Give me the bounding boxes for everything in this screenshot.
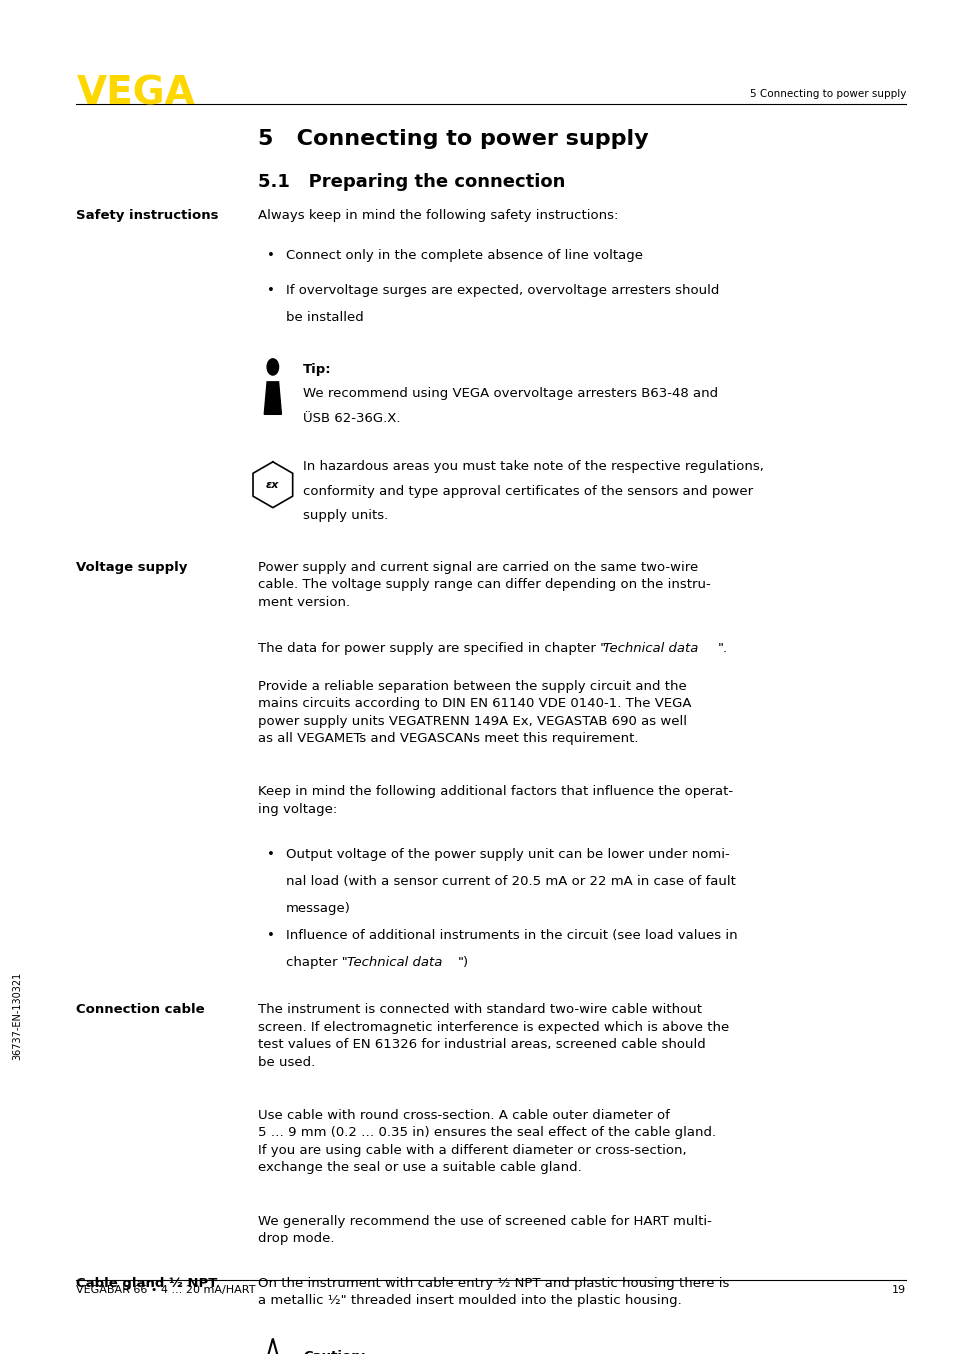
- Text: If overvoltage surges are expected, overvoltage arresters should: If overvoltage surges are expected, over…: [286, 284, 719, 298]
- Text: 36737-EN-130321: 36737-EN-130321: [12, 971, 22, 1060]
- Text: •: •: [267, 249, 274, 263]
- Text: Output voltage of the power supply unit can be lower under nomi-: Output voltage of the power supply unit …: [286, 848, 729, 861]
- Text: be installed: be installed: [286, 311, 363, 325]
- Text: Power supply and current signal are carried on the same two-wire
cable. The volt: Power supply and current signal are carr…: [257, 561, 710, 608]
- Text: •: •: [267, 848, 274, 861]
- Text: ".: ".: [717, 642, 727, 655]
- Text: Technical data: Technical data: [347, 956, 442, 969]
- Text: "): "): [457, 956, 469, 969]
- Text: chapter ": chapter ": [286, 956, 348, 969]
- Text: Provide a reliable separation between the supply circuit and the
mains circuits : Provide a reliable separation between th…: [257, 680, 690, 745]
- Text: The instrument is connected with standard two-wire cable without
screen. If elec: The instrument is connected with standar…: [257, 1003, 728, 1068]
- Text: We recommend using VEGA overvoltage arresters B63-48 and: We recommend using VEGA overvoltage arre…: [303, 387, 718, 401]
- Text: Tip:: Tip:: [303, 363, 332, 376]
- Circle shape: [267, 359, 278, 375]
- Text: εx: εx: [266, 479, 279, 490]
- Text: Keep in mind the following additional factors that influence the operat-
ing vol: Keep in mind the following additional fa…: [257, 785, 732, 816]
- Text: Technical data: Technical data: [602, 642, 698, 655]
- Text: 5.1   Preparing the connection: 5.1 Preparing the connection: [257, 173, 564, 191]
- Text: The data for power supply are specified in chapter ": The data for power supply are specified …: [257, 642, 605, 655]
- Text: Influence of additional instruments in the circuit (see load values in: Influence of additional instruments in t…: [286, 929, 737, 942]
- Text: nal load (with a sensor current of 20.5 mA or 22 mA in case of fault: nal load (with a sensor current of 20.5 …: [286, 875, 736, 888]
- Text: We generally recommend the use of screened cable for HART multi-
drop mode.: We generally recommend the use of screen…: [257, 1215, 711, 1246]
- Text: Safety instructions: Safety instructions: [76, 209, 218, 222]
- Text: In hazardous areas you must take note of the respective regulations,: In hazardous areas you must take note of…: [303, 460, 763, 474]
- Text: Connect only in the complete absence of line voltage: Connect only in the complete absence of …: [286, 249, 642, 263]
- Text: On the instrument with cable entry ½ NPT and plastic housing there is
a metallic: On the instrument with cable entry ½ NPT…: [257, 1277, 728, 1308]
- Text: Cable gland ½ NPT: Cable gland ½ NPT: [76, 1277, 217, 1290]
- Text: VEGABAR 66 • 4 ... 20 mA/HART: VEGABAR 66 • 4 ... 20 mA/HART: [76, 1285, 255, 1294]
- Polygon shape: [264, 382, 281, 414]
- Text: Use cable with round cross-section. A cable outer diameter of
5 … 9 mm (0.2 … 0.: Use cable with round cross-section. A ca…: [257, 1109, 715, 1174]
- Text: Connection cable: Connection cable: [76, 1003, 205, 1017]
- Text: ÜSB 62-36G.X.: ÜSB 62-36G.X.: [303, 412, 400, 425]
- Text: Voltage supply: Voltage supply: [76, 561, 188, 574]
- Text: Always keep in mind the following safety instructions:: Always keep in mind the following safety…: [257, 209, 618, 222]
- Text: supply units.: supply units.: [303, 509, 388, 523]
- Text: 19: 19: [891, 1285, 905, 1294]
- Text: 5 Connecting to power supply: 5 Connecting to power supply: [749, 89, 905, 99]
- Text: •: •: [267, 929, 274, 942]
- Text: message): message): [286, 902, 351, 915]
- Text: VEGA: VEGA: [76, 74, 194, 112]
- Text: •: •: [267, 284, 274, 298]
- Text: conformity and type approval certificates of the sensors and power: conformity and type approval certificate…: [303, 485, 753, 498]
- Text: Caution:: Caution:: [303, 1350, 366, 1354]
- Text: 5   Connecting to power supply: 5 Connecting to power supply: [257, 129, 647, 149]
